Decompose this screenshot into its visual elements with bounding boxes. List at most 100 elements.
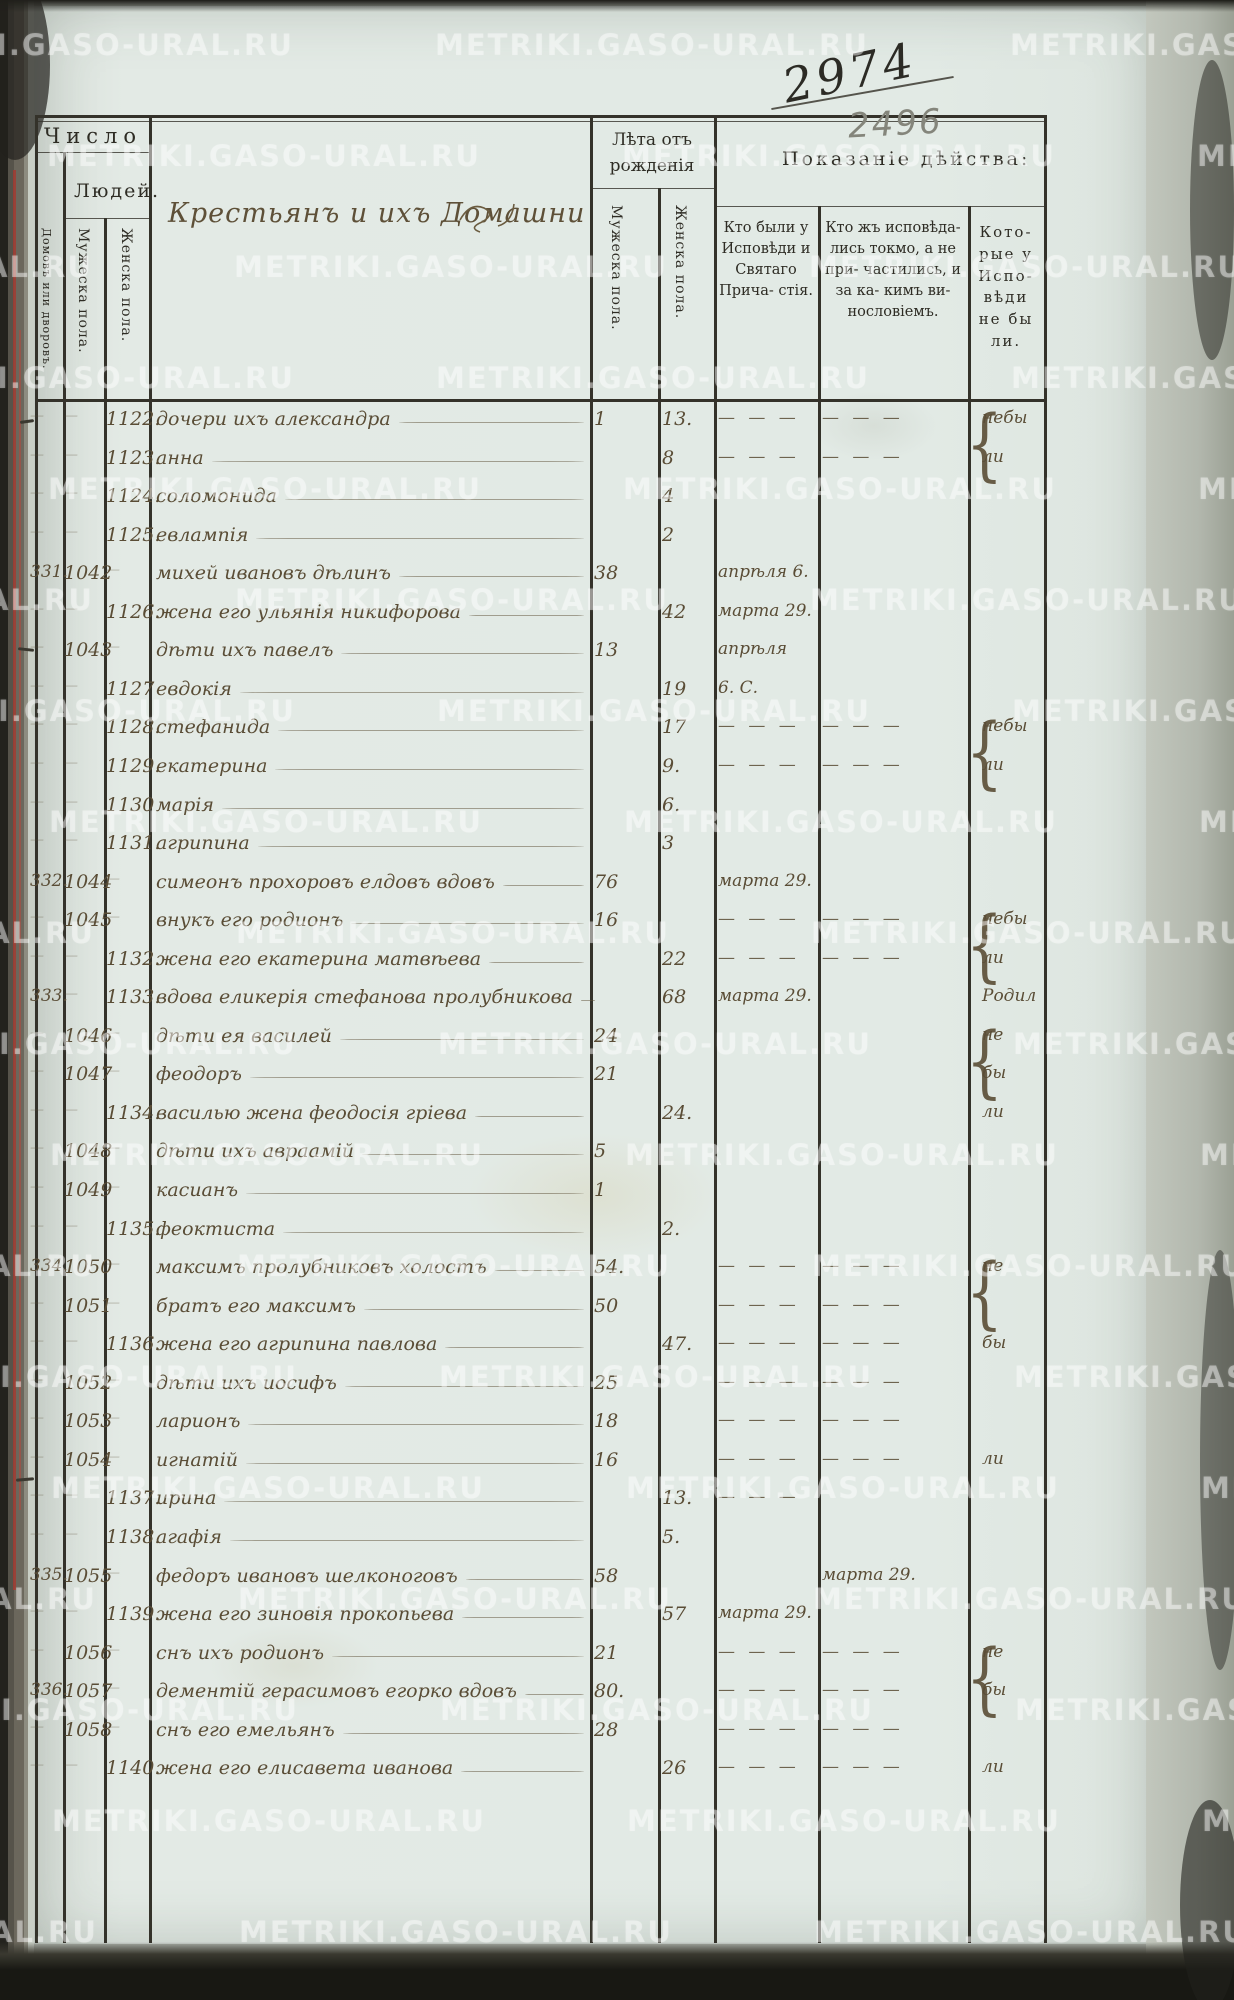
header-rule [590, 188, 714, 189]
name-flourish-line [398, 576, 584, 578]
row-note2: — — — [822, 1757, 904, 1778]
name-flourish-line [275, 768, 584, 770]
name-flourish-line [524, 1694, 584, 1696]
row-note1: — — — [718, 909, 800, 930]
red-margin-line [19, 330, 21, 1510]
row-note1: апрѣля [718, 639, 788, 660]
row-female-no: 1132. [106, 947, 161, 970]
table-row: —1043— дѣти ихъ павелъ 13 апрѣля [0, 635, 1234, 674]
table-row: — — 1129. екатерина 9. — — — — — — ли [0, 751, 1234, 790]
row-house: — [30, 1448, 44, 1465]
row-margin: {небы [966, 398, 1028, 490]
name-flourish-line [502, 884, 584, 886]
row-male-age: 50 [594, 1294, 619, 1317]
row-male-no: 1046 [64, 1024, 113, 1047]
row-note2: — — — [822, 1680, 904, 1701]
row-house: — [30, 446, 44, 463]
row-note1: марта 29. [718, 870, 812, 891]
row-female-no: 1136. [106, 1333, 161, 1356]
row-female-no: — [106, 1140, 120, 1157]
name-flourish-line [342, 1732, 584, 1734]
row-female-no: — [106, 1718, 120, 1735]
row-female-no: 1126. [106, 600, 161, 623]
name-flourish-line [278, 730, 584, 732]
row-house: — [30, 754, 44, 771]
row-male-no: 1042 [64, 562, 113, 585]
row-name-text: дѣти ея василей [156, 1024, 332, 1047]
row-name: евдокія [156, 678, 588, 700]
row-male-age: 13 [594, 639, 619, 662]
row-house: — [30, 1294, 44, 1311]
table-row: — — 1131. агрипина 3 [0, 828, 1234, 867]
row-house: — [30, 1179, 44, 1195]
row-note1: — — — [718, 408, 800, 428]
name-flourish-line [339, 1038, 584, 1040]
row-name-text: евлампія [156, 523, 249, 546]
row-margin: ли [982, 1101, 1004, 1122]
row-margin: ли [982, 754, 1004, 775]
row-male-no: — [64, 986, 78, 1003]
table-border-top-inner [35, 121, 1046, 122]
row-house: — [30, 1101, 44, 1118]
row-house: — [30, 1371, 44, 1388]
col-divider [818, 206, 821, 1943]
header-count-title: Число [44, 124, 142, 148]
row-note1: — — — [718, 1294, 800, 1315]
row-female-no: 1139. [106, 1603, 161, 1626]
header-rule [63, 218, 149, 219]
row-note1: — — — [718, 947, 800, 968]
table-row: —1047— феодоръ 21 бы [0, 1059, 1234, 1098]
row-margin: {не [966, 1014, 1004, 1107]
book-spine-edge [0, 0, 34, 2000]
table-row: —1053— ларионъ 18— — — — — — [0, 1406, 1234, 1445]
row-note1: — — — [718, 1641, 800, 1662]
table-border-left [35, 115, 38, 1943]
row-name-text: вдова еликерія стефанова пролубникова [156, 986, 573, 1009]
row-male-age: 54. [594, 1256, 625, 1279]
row-house: — [30, 1063, 44, 1080]
row-male-age: 21 [594, 1641, 619, 1664]
header-age-title: Лѣта отъ рожденія [609, 130, 695, 176]
margin-brace: { [966, 899, 1003, 991]
col-header-houses: Домовъ или дворовъ. [40, 228, 53, 370]
name-flourish-line [445, 1347, 584, 1349]
row-house: — [30, 677, 44, 694]
row-name-text: снъ ихъ родионъ [156, 1641, 325, 1664]
row-note2: — — — [822, 1371, 904, 1392]
row-name: агрипина [156, 832, 588, 854]
edge-blot [1190, 60, 1234, 360]
row-male-age: 1 [594, 408, 607, 430]
table-row: 335. 1055— федоръ ивановъ шелконоговъ 58 мар… [0, 1561, 1234, 1600]
row-name-text: федоръ ивановъ шелконоговъ [156, 1564, 458, 1587]
row-name: вдова еликерія стефанова пролубникова [156, 986, 595, 1009]
names-column-title: Крестьянъ и ихъ Домашни [168, 198, 586, 229]
row-male-age: 80. [594, 1680, 625, 1703]
margin-brace: { [966, 1246, 1003, 1338]
row-note1: — — — [718, 1448, 800, 1469]
row-male-no: 1043 [64, 639, 113, 662]
col-divider [149, 115, 152, 1943]
table-row: — — 1124. соломонида 4 [0, 481, 1234, 520]
row-female-age: 26 [662, 1757, 687, 1780]
col-header-absent: Кото- рые у Испо- вѣди не бы ли. [978, 223, 1034, 350]
row-note1: апрѣля 6. [718, 562, 809, 583]
edge-blot [1200, 1250, 1234, 1670]
row-female-age: 4 [662, 485, 675, 508]
header-rule [714, 206, 1044, 207]
row-note2: — — — [822, 754, 904, 775]
name-flourish-line [462, 1617, 584, 1619]
name-flourish-line [468, 614, 584, 616]
row-female-no: — [106, 1294, 120, 1311]
row-margin: ли [982, 1448, 1004, 1469]
row-male-no: — [64, 1333, 78, 1350]
edge-blot [1180, 1800, 1234, 2000]
table-row: — — 1137. ирина 13. — — — [0, 1483, 1234, 1522]
row-margin: Родил [982, 986, 1037, 1007]
row-name: жена его елисавета иванова [156, 1757, 588, 1779]
row-name-text: агафія [156, 1525, 222, 1548]
margin-brace: { [966, 1014, 1003, 1107]
row-female-no: — [106, 1410, 120, 1427]
row-name: феоктиста [156, 1218, 588, 1240]
row-female-age: 3 [662, 832, 675, 855]
row-house: — [30, 1603, 44, 1620]
